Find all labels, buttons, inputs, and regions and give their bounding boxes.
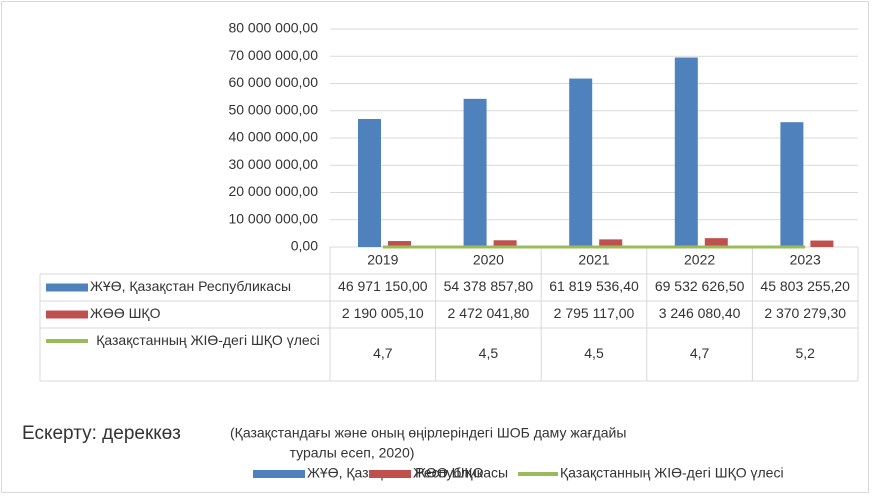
- series-name: ЖҰӨ, Қазақстан Республикасы: [90, 278, 291, 294]
- legend-key: [369, 470, 411, 478]
- note-text: (Қазақстандағы және оның өңірлеріндегі Ш…: [230, 425, 626, 441]
- table-value: 69 532 626,50: [655, 278, 745, 294]
- table-value: 45 803 255,20: [760, 278, 850, 294]
- bar: [674, 57, 698, 248]
- table-value: 46 971 150,00: [338, 278, 428, 294]
- y-tick-label: 50 000 000,00: [228, 101, 318, 117]
- x-tick-label: 2019: [367, 252, 398, 268]
- legend-key: [46, 310, 88, 319]
- table-value: 3 246 080,40: [659, 305, 741, 321]
- series-name: ЖӨӨ ШҚО: [90, 305, 161, 321]
- table-value: 61 819 536,40: [549, 278, 639, 294]
- table-value: 2 795 117,00: [554, 305, 635, 321]
- note-text: туралы есеп, 2020): [290, 445, 415, 461]
- y-tick-label: 70 000 000,00: [228, 47, 318, 63]
- legend-label: ЖӨӨ ШҚО: [413, 465, 484, 481]
- y-tick-label: 10 000 000,00: [228, 210, 318, 226]
- y-tick-label: 40 000 000,00: [228, 129, 318, 145]
- y-tick-label: 20 000 000,00: [228, 183, 318, 199]
- bar: [493, 240, 517, 247]
- table-value: 4,7: [373, 345, 393, 361]
- legend-key: [46, 283, 88, 292]
- table-value: 4,5: [584, 345, 604, 361]
- x-tick-label: 2021: [578, 252, 609, 268]
- bar: [463, 98, 487, 247]
- series-name: Қазақстанның ЖІӨ-дегі ШҚО үлесі: [96, 332, 320, 348]
- table-value: 2 190 005,10: [342, 305, 424, 321]
- y-tick-label: 60 000 000,00: [228, 74, 318, 90]
- table-value: 4,5: [479, 345, 499, 361]
- table-value: 5,2: [795, 345, 815, 361]
- bar: [599, 239, 623, 247]
- table-value: 4,7: [690, 345, 710, 361]
- bar: [358, 119, 381, 247]
- row-name: Қазақстанның ЖІӨ-дегі ШҚО үлесі: [96, 332, 320, 348]
- x-tick-label: 2023: [790, 252, 821, 268]
- x-tick-label: 2020: [473, 252, 504, 268]
- y-tick-label: 80 000 000,00: [228, 20, 318, 36]
- table-value: 2 472 041,80: [448, 305, 530, 321]
- table-value: 2 370 279,30: [764, 305, 846, 321]
- bar: [810, 240, 834, 247]
- bar: [780, 122, 804, 247]
- note-label: Ескерту: дереккөз: [22, 423, 181, 444]
- x-tick-label: 2022: [684, 252, 715, 268]
- bar: [704, 238, 728, 247]
- legend-label: Қазақстанның ЖІӨ-дегі ШҚО үлесі: [560, 465, 784, 481]
- legend-key: [253, 470, 305, 478]
- bar: [388, 241, 411, 247]
- y-tick-label: 0,00: [291, 238, 318, 254]
- y-tick-label: 30 000 000,00: [228, 156, 318, 172]
- table-value: 54 378 857,80: [444, 278, 534, 294]
- bar: [569, 78, 593, 247]
